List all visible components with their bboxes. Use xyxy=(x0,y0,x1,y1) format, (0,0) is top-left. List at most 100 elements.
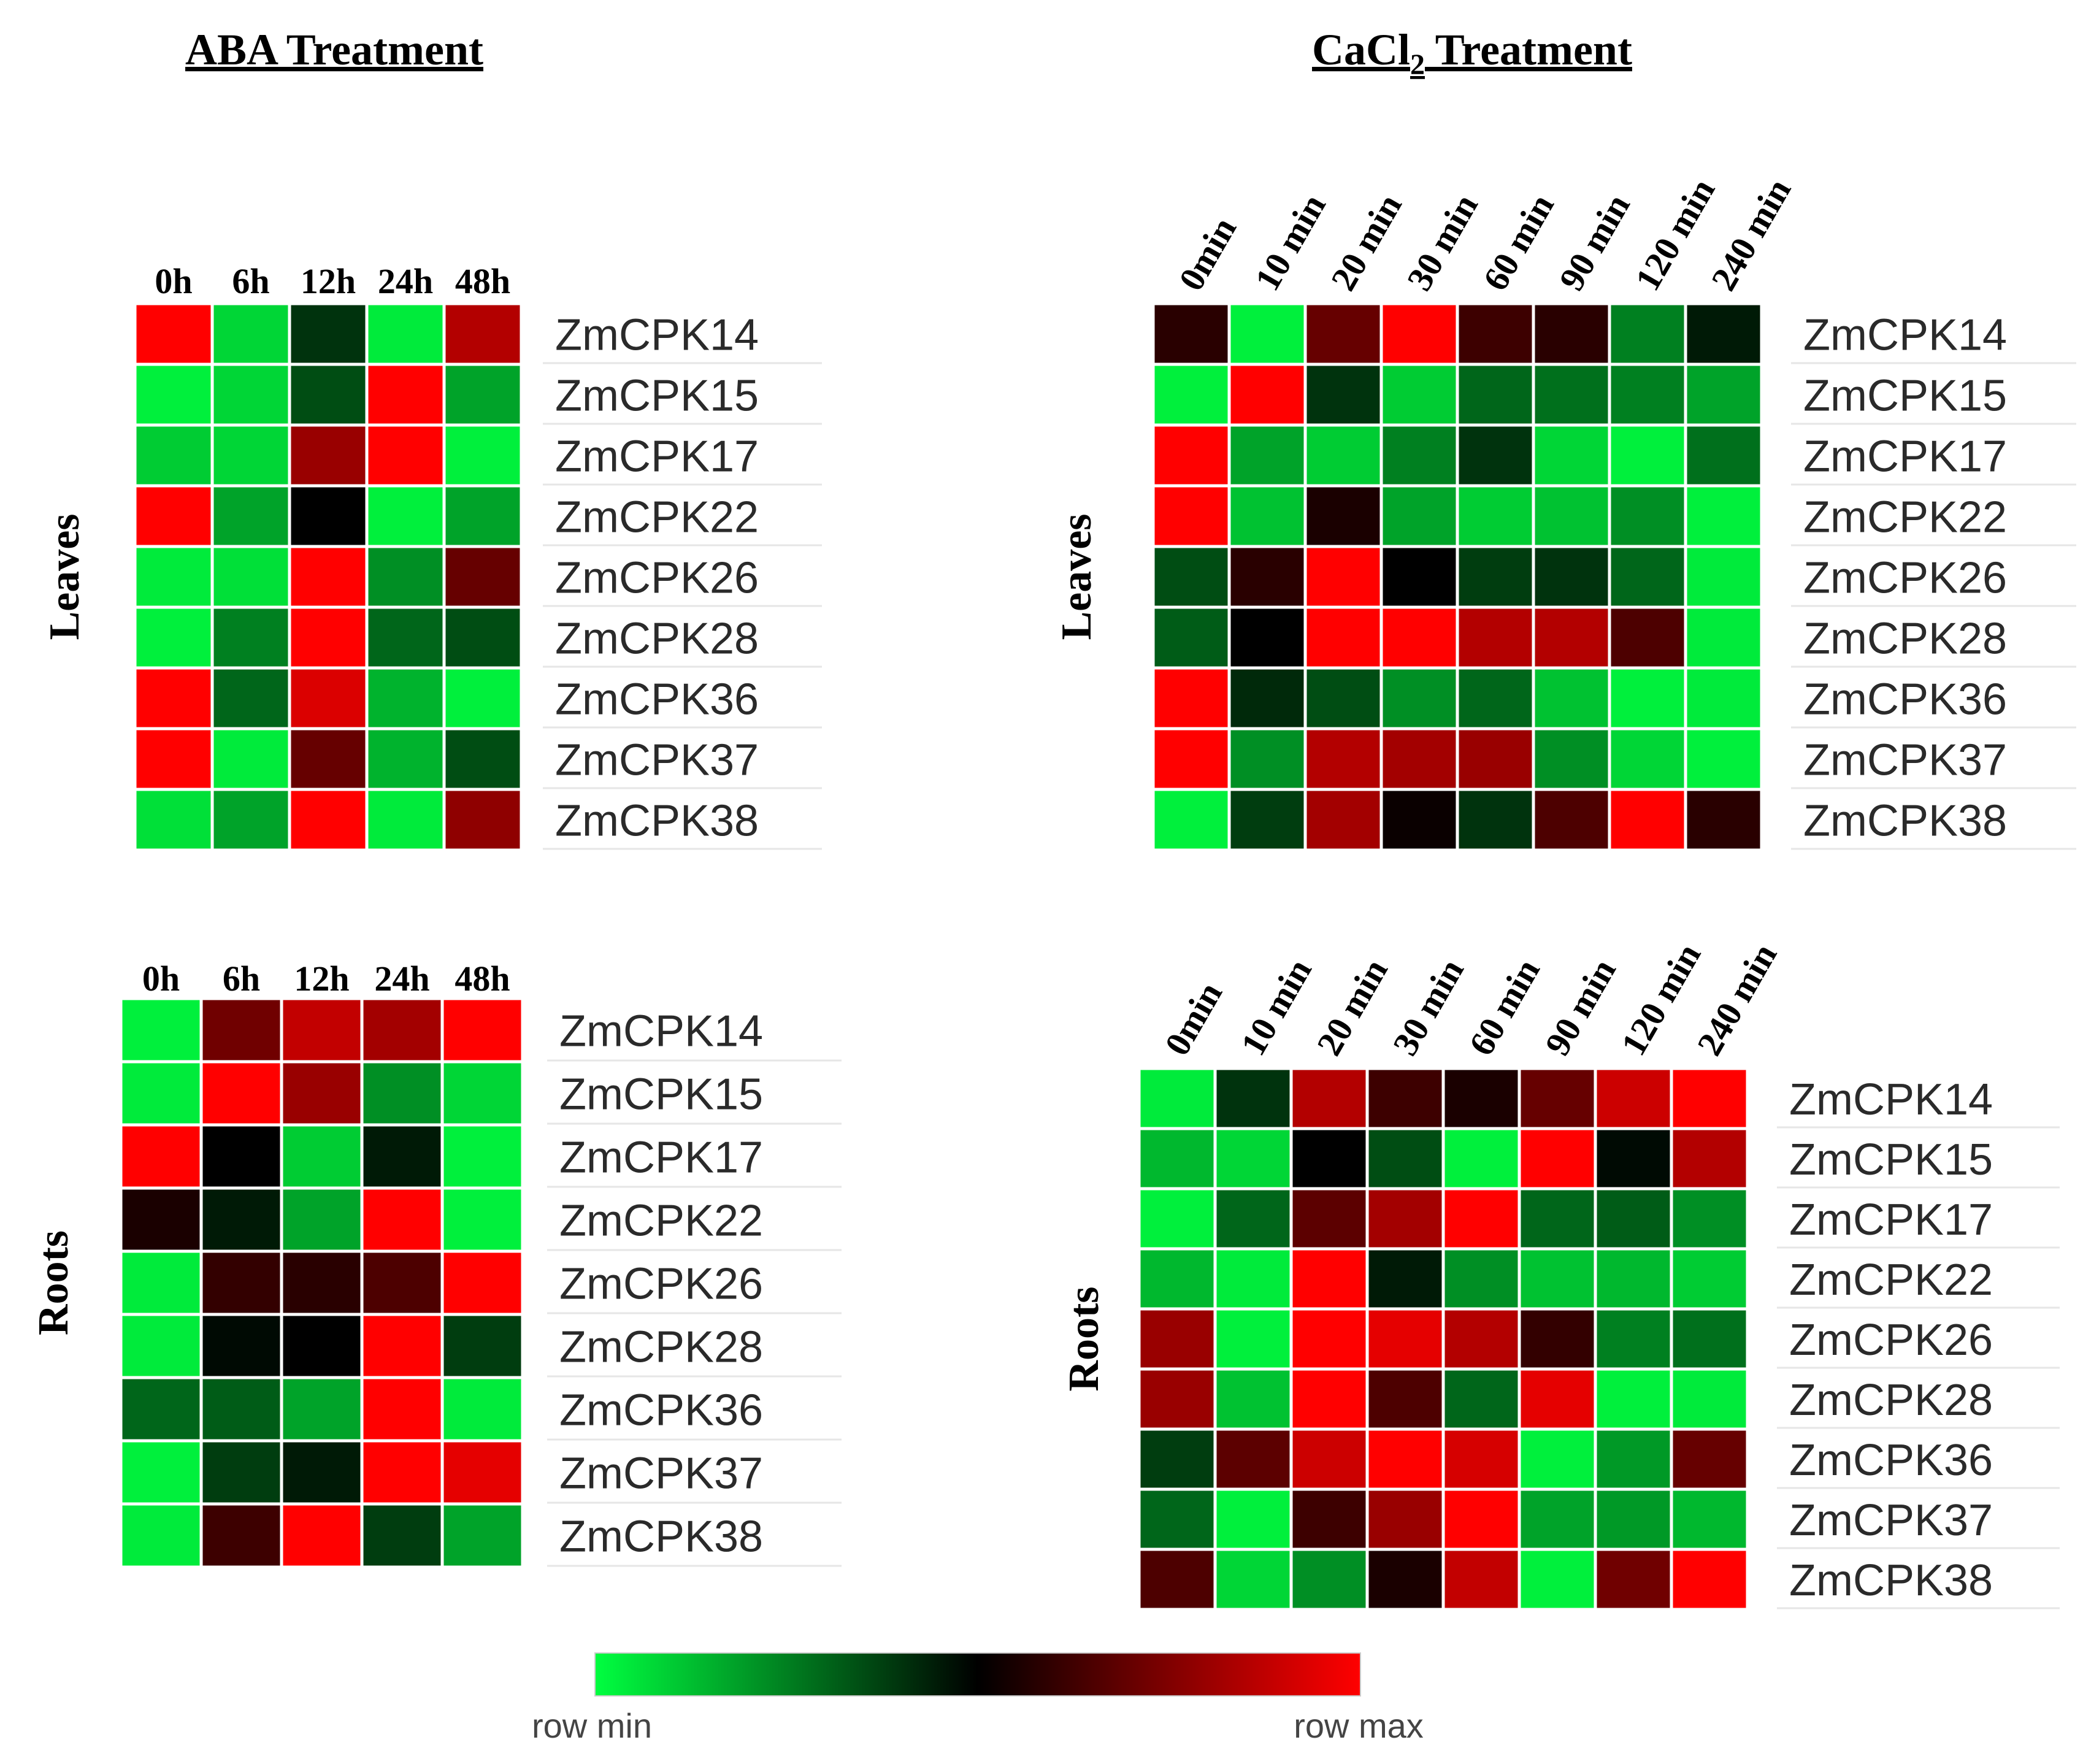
heatmap-cell xyxy=(1137,1187,1217,1251)
heatmap-cell xyxy=(210,484,291,548)
heatmap-cell xyxy=(210,362,291,427)
heatmap-cell xyxy=(1594,1127,1673,1191)
column-label: 10 min xyxy=(1233,952,1319,1062)
row-label: ZmCPK28 xyxy=(1803,614,2007,663)
heatmap-cell xyxy=(1517,1187,1597,1251)
heatmap-cell xyxy=(1137,1127,1217,1191)
heatmap-cell xyxy=(1456,788,1535,852)
heatmap-cell xyxy=(1213,1367,1293,1431)
heatmap-cell xyxy=(1213,1427,1293,1491)
heatmap-cell xyxy=(119,1123,203,1190)
heatmap-cell xyxy=(1517,1307,1597,1371)
heatmap-cell xyxy=(365,605,446,670)
heatmap-cell xyxy=(1608,545,1687,609)
column-label: 90 min xyxy=(1551,187,1638,297)
row-label: ZmCPK14 xyxy=(559,1007,763,1056)
heatmap-cell xyxy=(1151,788,1231,852)
heatmap-cell xyxy=(280,1376,364,1443)
column-label: 30 min xyxy=(1399,187,1486,297)
heatmap-cell xyxy=(1532,484,1611,548)
heatmap-cell xyxy=(1670,1427,1749,1491)
column-label: 10 min xyxy=(1247,187,1333,297)
heatmap-cell xyxy=(1227,788,1307,852)
heatmap-cell xyxy=(1137,1547,1217,1611)
row-label: ZmCPK14 xyxy=(555,310,759,359)
heatmap-cell xyxy=(1670,1127,1749,1191)
column-label: 0min xyxy=(1157,975,1230,1062)
heatmap-cell xyxy=(1517,1427,1597,1491)
heatmap-cell xyxy=(1137,1427,1217,1491)
heatmap-cell xyxy=(360,1123,444,1190)
heatmap-cell xyxy=(1594,1547,1673,1611)
heatmap-cell xyxy=(1456,666,1535,731)
heatmap-cell xyxy=(442,362,523,427)
row-label: ZmCPK37 xyxy=(1789,1496,1993,1545)
column-label: 48h xyxy=(455,959,510,999)
heatmap-cell xyxy=(1532,727,1611,791)
cacl2-title-subscript: 2 xyxy=(1410,48,1425,81)
color-legend-bar xyxy=(594,1652,1361,1697)
heatmap-cell xyxy=(1684,727,1763,791)
heatmap-cell xyxy=(365,362,446,427)
heatmap-cell xyxy=(1670,1187,1749,1251)
heatmap-cell xyxy=(360,1502,444,1569)
heatmap-cell xyxy=(1303,302,1383,366)
cacl2-treatment-title: CaCl2 Treatment xyxy=(1312,25,1632,81)
heatmap-cell xyxy=(1608,727,1687,791)
heatmap-cell xyxy=(440,1186,524,1253)
heatmap-cell xyxy=(1227,484,1307,548)
heatmap-cell xyxy=(1684,302,1763,366)
heatmap-cell xyxy=(133,788,214,852)
row-label: ZmCPK38 xyxy=(1803,796,2007,845)
heatmap-cell xyxy=(280,997,364,1064)
heatmap-cell xyxy=(1303,605,1383,670)
heatmap-cell xyxy=(1456,545,1535,609)
heatmap-cell xyxy=(210,727,291,791)
heatmap-cell xyxy=(210,788,291,852)
heatmap-cell xyxy=(288,545,369,609)
heatmap-cell xyxy=(1684,362,1763,427)
column-label: 6h xyxy=(232,261,269,301)
row-label: ZmCPK26 xyxy=(555,553,759,602)
row-label: ZmCPK36 xyxy=(555,675,759,724)
heatmap-cell xyxy=(1227,302,1307,366)
heatmap-cell xyxy=(365,484,446,548)
heatmap-cell xyxy=(1517,1487,1597,1551)
row-label: ZmCPK15 xyxy=(1789,1135,1993,1184)
heatmap-cell xyxy=(1441,1367,1521,1431)
heatmap-cell xyxy=(1456,362,1535,427)
row-label: ZmCPK22 xyxy=(1803,493,2007,542)
row-label: ZmCPK36 xyxy=(1803,675,2007,724)
heatmap-cell xyxy=(1608,362,1687,427)
heatmap-cell xyxy=(1670,1247,1749,1311)
heatmap-cell xyxy=(119,1060,203,1127)
column-label: 60 min xyxy=(1475,187,1562,297)
heatmap-cell xyxy=(1441,1187,1521,1251)
heatmap-cell xyxy=(1227,423,1307,488)
heatmap-cell xyxy=(1151,666,1231,731)
heatmap-cell xyxy=(1379,362,1459,427)
row-label: ZmCPK26 xyxy=(559,1259,763,1308)
heatmap-cell xyxy=(1151,545,1231,609)
row-label: ZmCPK36 xyxy=(1789,1436,1993,1485)
heatmap-cell xyxy=(1303,362,1383,427)
heatmap-cell xyxy=(442,484,523,548)
heatmap-cell xyxy=(1608,788,1687,852)
heatmap-cell xyxy=(365,545,446,609)
heatmap-cell xyxy=(1289,1247,1369,1311)
column-label: 20 min xyxy=(1323,187,1410,297)
heatmap-cell xyxy=(442,788,523,852)
heatmap-cell xyxy=(288,666,369,731)
heatmap-cell xyxy=(133,484,214,548)
column-label: 24h xyxy=(374,959,429,999)
heatmap-cell xyxy=(1365,1367,1445,1431)
heatmap-cell xyxy=(210,666,291,731)
heatmap-cell xyxy=(1517,1127,1597,1191)
heatmap-cell xyxy=(360,1249,444,1316)
row-label: ZmCPK15 xyxy=(1803,371,2007,420)
heatmap-cell xyxy=(1670,1367,1749,1431)
heatmap-cell xyxy=(280,1313,364,1379)
row-label: ZmCPK17 xyxy=(555,432,759,481)
heatmap-cell xyxy=(1441,1067,1521,1130)
heatmap-cell xyxy=(1151,605,1231,670)
